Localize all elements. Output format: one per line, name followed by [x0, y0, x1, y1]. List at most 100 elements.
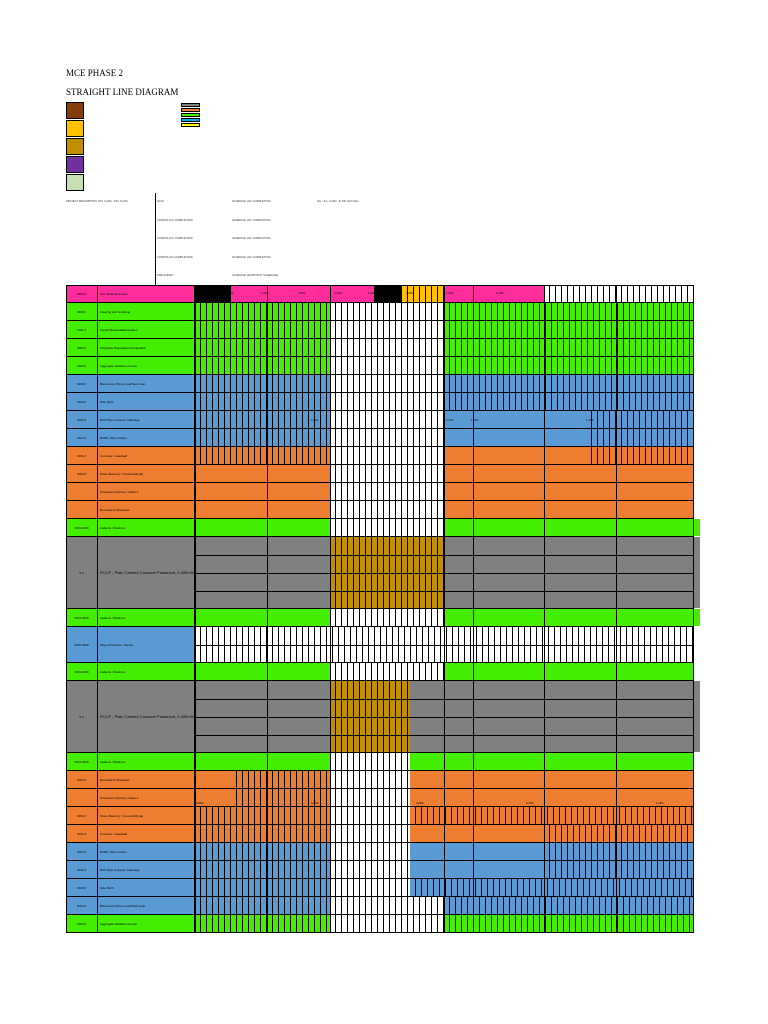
legend-swatch-sage	[66, 174, 84, 191]
table-row: 3020.0 Side Ditch	[66, 393, 694, 411]
station-segment	[195, 411, 330, 428]
row-description: Side Ditch	[98, 879, 195, 896]
column-divider	[544, 789, 545, 806]
station-segment	[508, 285, 544, 302]
station-label: 0+750	[334, 292, 342, 295]
page-subtitle: STRAIGHT LINE DIAGRAM	[66, 87, 179, 97]
column-divider	[616, 447, 617, 464]
station-label: 0+500	[416, 802, 424, 805]
station-segment	[195, 609, 330, 626]
column-divider	[444, 447, 445, 464]
row-code	[66, 501, 98, 518]
row-code: 3004.0	[66, 807, 98, 824]
column-divider	[544, 807, 545, 824]
station-segment	[330, 321, 444, 338]
column-divider	[544, 339, 545, 356]
column-divider	[616, 897, 617, 914]
column-divider	[473, 807, 474, 824]
column-divider	[195, 753, 196, 770]
table-row: 0000.0000 Slope Protection / Riprap	[66, 627, 694, 663]
row-description: RCBC / Box Culvert	[98, 429, 195, 446]
station-label: 1+000	[656, 802, 664, 805]
column-divider	[330, 519, 331, 536]
station-segment	[195, 321, 330, 338]
column-divider	[195, 825, 196, 842]
table-row: 3024.0 RCBC / Box Culvert	[66, 429, 694, 447]
column-divider	[267, 861, 268, 878]
column-divider	[544, 465, 545, 482]
column-divider	[444, 285, 445, 302]
column-divider	[330, 807, 331, 824]
table-row: 6000.0 Bituminous Prime Coat/Tack Coat	[66, 375, 694, 393]
column-divider	[330, 483, 331, 500]
column-divider	[195, 681, 196, 752]
column-divider	[330, 429, 331, 446]
station-segment	[402, 285, 444, 302]
station-segment	[410, 843, 544, 860]
column-divider	[195, 861, 196, 878]
table-row: 2031.0 Concrete / Headwall	[66, 447, 694, 465]
column-divider	[473, 897, 474, 914]
station-segment	[410, 753, 694, 770]
row-description: Side Ditch	[98, 393, 195, 410]
table-row: 3024.0 RCBC / Box Culvert	[66, 843, 694, 861]
station-range-note: Sta. / Km. 0+000 - 9+700 (ACTUAL)	[317, 200, 359, 203]
note-mid-line: NCLP	[157, 200, 164, 203]
column-divider	[195, 663, 196, 680]
table-row: 3006.0 Subgrade Preparation/Compaction	[66, 339, 694, 357]
note-right-line: SCHEDULE (A/C COMPLETION)	[232, 237, 271, 240]
column-divider	[195, 429, 196, 446]
column-divider	[544, 915, 545, 932]
station-segment	[231, 789, 330, 806]
legend-swatch-purple	[66, 156, 84, 173]
station-label: 1+000	[368, 292, 376, 295]
column-divider	[616, 285, 617, 302]
column-divider	[473, 429, 474, 446]
table-row: 0043.0000 Gabions / Mattress	[66, 753, 694, 771]
project-description: PROJECT DESCRIPTION: STA. 0+000 - STA. 9…	[66, 200, 128, 203]
column-divider	[330, 339, 331, 356]
column-divider	[544, 285, 545, 302]
station-label: 0+500	[311, 419, 319, 422]
column-divider	[444, 537, 445, 608]
station-label: 0+000	[196, 802, 204, 805]
column-divider	[544, 501, 545, 518]
station-segment	[195, 285, 231, 302]
row-code: 2000.0	[66, 915, 98, 932]
column-divider	[616, 663, 617, 680]
row-description: RCP Pipe Culverts / Drainage	[98, 861, 195, 878]
station-segment	[330, 861, 410, 878]
row-description: Stone Masonry / Grouted Riprap	[98, 465, 195, 482]
column-divider	[444, 465, 445, 482]
row-code: 3024.0	[66, 429, 98, 446]
column-divider	[473, 843, 474, 860]
row-code: 3024.0	[66, 843, 98, 860]
column-divider	[473, 825, 474, 842]
column-divider	[267, 285, 268, 302]
column-divider	[330, 375, 331, 392]
station-segment	[195, 537, 330, 608]
row-code: 6000.0	[66, 897, 98, 914]
column-divider	[267, 897, 268, 914]
row-code: S.0	[66, 681, 98, 752]
station-segment	[195, 789, 231, 806]
row-description: Item Material Source	[98, 285, 195, 302]
column-divider	[473, 537, 474, 608]
row-description: RCP Pipe Culverts / Drainage	[98, 411, 195, 428]
column-divider	[473, 753, 474, 770]
row-description: Aggregate Subbase Course	[98, 357, 195, 374]
station-segment	[266, 285, 302, 302]
column-divider	[267, 483, 268, 500]
table-row: S.0 PCCP - Plain Cement Concrete Pavement…	[66, 537, 700, 609]
table-row: 0043.0000 Gabions / Mattress	[66, 609, 700, 627]
station-segment	[444, 303, 694, 320]
station-segment	[195, 465, 330, 482]
station-segment	[330, 879, 410, 896]
column-divider	[267, 465, 268, 482]
column-divider	[330, 789, 331, 806]
column-divider	[330, 285, 331, 302]
row-description: Gabions / Mattress	[98, 663, 195, 680]
station-segment	[195, 753, 330, 770]
column-divider	[616, 321, 617, 338]
column-divider	[330, 393, 331, 410]
